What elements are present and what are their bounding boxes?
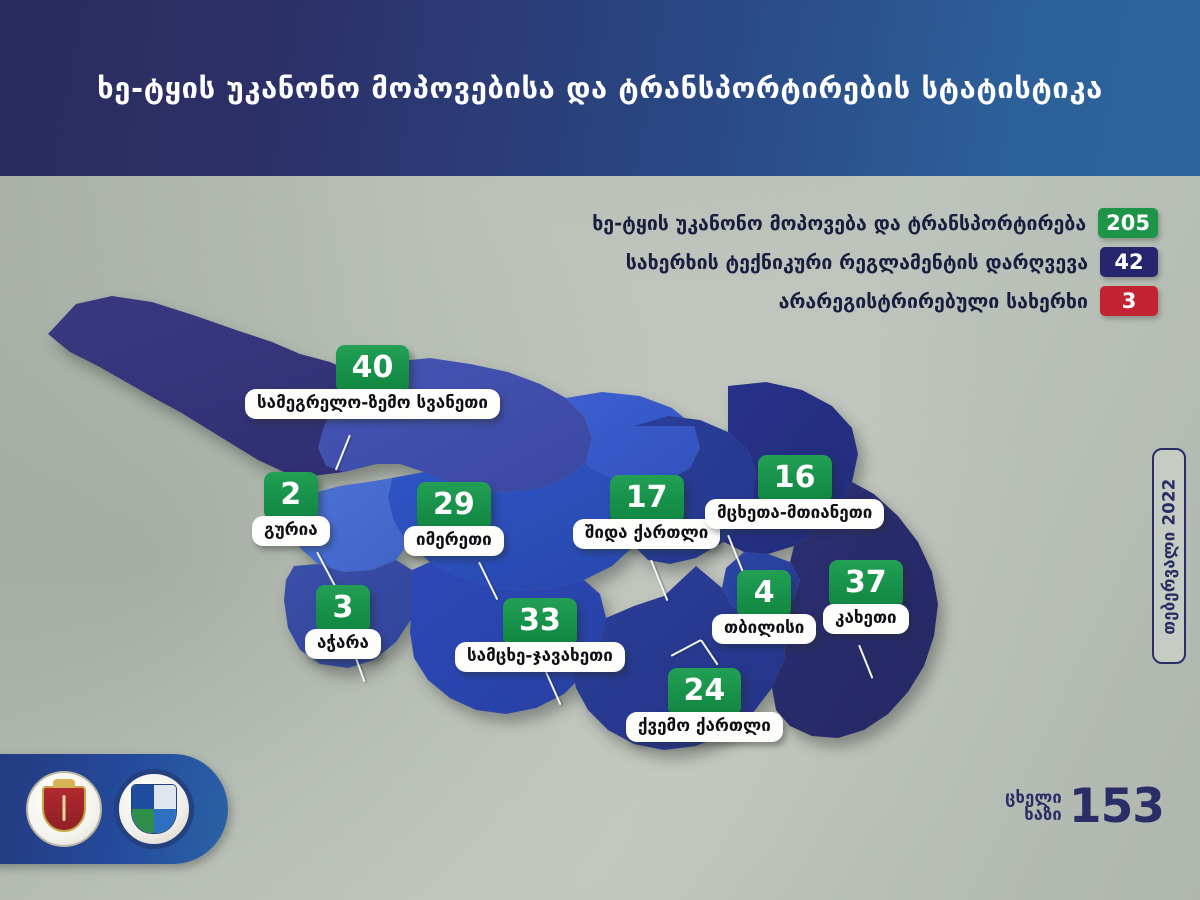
marker-label: სამცხე-ჯავახეთი: [455, 642, 625, 672]
marker-value: 16: [757, 455, 832, 503]
marker-kvemo-kartli: 24 ქვემო ქართლი: [626, 668, 783, 742]
page-title: ხე-ტყის უკანონო მოპოვებისა და ტრანსპორტი…: [97, 71, 1103, 105]
region-racha-lechkhumi: [566, 392, 700, 484]
marker-value: 37: [828, 560, 903, 608]
region-guria: [294, 478, 408, 572]
hotline-number: 153: [1068, 779, 1165, 834]
marker-label: სამეგრელო-ზემო სვანეთი: [245, 389, 500, 419]
marker-value: 4: [737, 570, 792, 618]
ministry-emblem-icon: [26, 771, 102, 847]
header-banner: ხე-ტყის უკანონო მოპოვებისა და ტრანსპორტი…: [0, 0, 1200, 176]
marker-value: 40: [335, 345, 410, 393]
marker-label: აჭარა: [305, 629, 381, 659]
hotline: ცხელი ხაზი 153: [1005, 779, 1165, 834]
marker-samtskhe-javakheti: 33 სამცხე-ჯავახეთი: [455, 598, 625, 672]
legend-value-chip: 42: [1100, 247, 1158, 277]
marker-tbilisi: 4 თბილისი: [712, 570, 817, 644]
marker-value: 29: [417, 482, 491, 530]
marker-mtskheta-mtianeti: 16 მცხეთა-მთიანეთი: [705, 455, 885, 529]
marker-value: 3: [315, 585, 370, 633]
legend: ხე-ტყის უკანონო მოპოვება და ტრანსპორტირე…: [592, 208, 1158, 316]
legend-row: არარეგისტრირებული სახერხი 3: [779, 286, 1158, 316]
date-tab: თებერვალი 2022: [1152, 448, 1186, 664]
marker-value: 33: [503, 598, 577, 646]
hotline-line1: ცხელი: [1005, 788, 1062, 808]
legend-value-chip: 205: [1098, 208, 1158, 238]
marker-label: მცხეთა-მთიანეთი: [705, 499, 885, 529]
marker-label: გურია: [252, 516, 330, 546]
legend-label: არარეგისტრირებული სახერხი: [778, 289, 1088, 313]
legend-label: ხე-ტყის უკანონო მოპოვება და ტრანსპორტირე…: [592, 211, 1087, 235]
legend-value-chip: 3: [1100, 286, 1158, 316]
legend-row: სახერხის ტექნიკური რეგლამენტის დარღვევა …: [626, 247, 1158, 277]
hotline-line2: ხაზი: [1024, 805, 1062, 825]
legend-label: სახერხის ტექნიკური რეგლამენტის დარღვევა: [625, 250, 1088, 274]
marker-imereti: 29 იმერეთი: [404, 482, 504, 556]
marker-adjara: 3 აჭარა: [305, 585, 381, 659]
marker-shida-kartli: 17 შიდა ქართლი: [573, 475, 721, 549]
marker-samegrelo-zemo-svaneti: 40 სამეგრელო-ზემო სვანეთი: [245, 345, 500, 419]
logo-pill: [0, 754, 228, 864]
marker-guria: 2 გურია: [252, 472, 330, 546]
marker-label: ქვემო ქართლი: [626, 712, 783, 742]
marker-label: შიდა ქართლი: [573, 519, 721, 549]
date-label: თებერვალი 2022: [1159, 477, 1179, 635]
department-emblem-icon: [114, 769, 194, 849]
hotline-words: ცხელი ხაზი: [1005, 788, 1062, 825]
marker-value: 2: [263, 472, 318, 520]
marker-kakheti: 37 კახეთი: [823, 560, 909, 634]
legend-row: ხე-ტყის უკანონო მოპოვება და ტრანსპორტირე…: [592, 208, 1158, 238]
marker-label: კახეთი: [823, 604, 909, 634]
marker-label: იმერეთი: [404, 526, 504, 556]
marker-label: თბილისი: [712, 614, 817, 644]
marker-value: 17: [609, 475, 684, 523]
marker-value: 24: [667, 668, 742, 716]
